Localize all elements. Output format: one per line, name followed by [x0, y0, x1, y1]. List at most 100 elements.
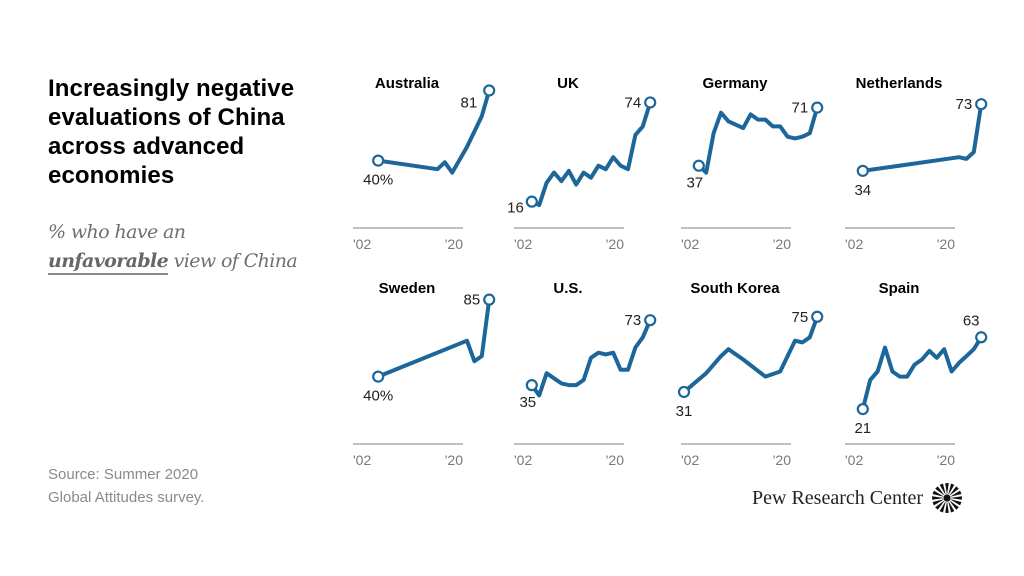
sunburst-core — [943, 494, 951, 502]
subtitle-emphasis: unfavorable — [48, 250, 169, 275]
subtitle-line1: % who have an — [48, 221, 186, 243]
panel-netherlands: Netherlands '02 '20 34 73 — [845, 75, 988, 252]
x-tick-label: '02 — [845, 452, 863, 468]
panel-title: Australia — [375, 75, 440, 92]
source-line2: Global Attitudes survey. — [48, 489, 205, 506]
x-tick-label: '20 — [606, 236, 624, 252]
end-value-label: 75 — [792, 309, 809, 326]
x-tick-label: '20 — [773, 452, 791, 468]
sunburst-ray — [949, 486, 959, 496]
sunburst-ray — [939, 483, 946, 496]
pew-sunburst-icon — [932, 483, 962, 513]
end-point-marker — [483, 84, 496, 97]
panel-title: U.S. — [553, 280, 582, 297]
series-line — [682, 314, 820, 394]
start-point-marker — [372, 370, 385, 383]
x-tick-label: '20 — [606, 452, 624, 468]
start-value-label: 34 — [854, 182, 871, 199]
end-point-marker — [975, 331, 988, 344]
start-value-label: 21 — [854, 420, 871, 437]
end-point-marker — [811, 101, 824, 114]
series-line — [376, 88, 492, 175]
end-value-label: 73 — [625, 312, 642, 329]
source-note: Source: Summer 2020 Global Attitudes sur… — [48, 463, 204, 509]
end-value-label: 81 — [461, 94, 478, 111]
panel-title: Netherlands — [856, 75, 943, 92]
start-value-label: 16 — [507, 200, 524, 217]
x-tick-label: '20 — [937, 452, 955, 468]
chart-subtitle: % who have an unfavorable view of China — [48, 218, 348, 276]
x-tick-label: '02 — [514, 452, 532, 468]
start-value-label: 37 — [686, 175, 703, 192]
x-tick-label: '20 — [937, 236, 955, 252]
end-point-marker — [644, 96, 657, 109]
end-point-marker — [483, 293, 496, 306]
x-tick-label: '02 — [681, 452, 699, 468]
end-value-label: 71 — [792, 100, 809, 117]
end-point-marker — [644, 314, 657, 327]
x-tick-label: '20 — [773, 236, 791, 252]
end-point-marker — [975, 98, 988, 111]
x-tick-label: '20 — [445, 236, 463, 252]
end-point-marker — [811, 310, 824, 323]
panel-title: UK — [557, 75, 579, 92]
subtitle-rest: view of China — [168, 250, 298, 272]
x-tick-label: '20 — [445, 452, 463, 468]
sunburst-ray — [939, 500, 946, 513]
start-point-marker — [525, 379, 538, 392]
x-tick-label: '02 — [514, 236, 532, 252]
sunburst-ray — [948, 500, 955, 513]
chart-title: Increasingly negative evaluations of Chi… — [48, 75, 295, 189]
panel-germany: Germany '02 '20 37 71 — [681, 75, 824, 252]
sunburst-ray — [950, 496, 962, 500]
sunburst-ray — [935, 486, 945, 496]
source-line1: Source: Summer 2020 — [48, 466, 199, 483]
pew-logo: Pew Research Center — [752, 482, 963, 514]
sunburst-ray — [948, 483, 955, 496]
series-line — [376, 297, 492, 379]
sunburst-ray — [932, 499, 945, 506]
start-point-marker — [692, 159, 705, 172]
end-value-label: 85 — [464, 292, 481, 309]
start-point-marker — [372, 154, 385, 167]
panel-australia: Australia '02 '20 40% 81 — [353, 75, 496, 252]
panel-u-s: U.S. '02 '20 35 73 — [514, 280, 657, 468]
x-tick-label: '02 — [681, 236, 699, 252]
panel-uk: UK '02 '20 16 74 — [507, 75, 657, 252]
series-line — [860, 102, 984, 173]
end-value-label: 73 — [956, 96, 973, 113]
series-line — [529, 100, 653, 208]
start-value-label: 31 — [676, 403, 693, 420]
end-value-label: 63 — [963, 312, 980, 329]
panel-title: Spain — [879, 280, 920, 297]
panel-sweden: Sweden '02 '20 40% 85 — [353, 280, 496, 468]
end-value-label: 74 — [625, 94, 642, 111]
sunburst-ray — [932, 490, 945, 497]
start-point-marker — [856, 402, 869, 416]
panel-title: Germany — [702, 75, 768, 92]
panel-title: Sweden — [379, 280, 436, 297]
panel-spain: Spain '02 '20 21 63 — [845, 280, 988, 468]
panel-south-korea: South Korea '02 '20 31 75 — [676, 280, 824, 468]
start-value-label: 35 — [519, 394, 536, 411]
series-line — [529, 318, 653, 398]
logo-text: Pew Research Center — [752, 486, 924, 509]
x-tick-label: '02 — [353, 236, 371, 252]
start-value-label: 40% — [363, 172, 393, 189]
sunburst-ray — [935, 500, 945, 510]
sunburst-ray — [945, 501, 949, 513]
series-line — [860, 335, 984, 412]
sunburst-ray — [932, 496, 945, 500]
start-point-marker — [677, 385, 691, 399]
sunburst-ray — [949, 490, 962, 497]
sunburst-ray — [949, 499, 962, 506]
x-tick-label: '02 — [845, 236, 863, 252]
start-point-marker — [856, 164, 869, 177]
start-point-marker — [525, 195, 538, 208]
sunburst-ray — [945, 483, 949, 495]
start-value-label: 40% — [363, 388, 393, 405]
sunburst-ray — [949, 500, 959, 510]
series-line — [696, 105, 820, 175]
x-tick-label: '02 — [353, 452, 371, 468]
